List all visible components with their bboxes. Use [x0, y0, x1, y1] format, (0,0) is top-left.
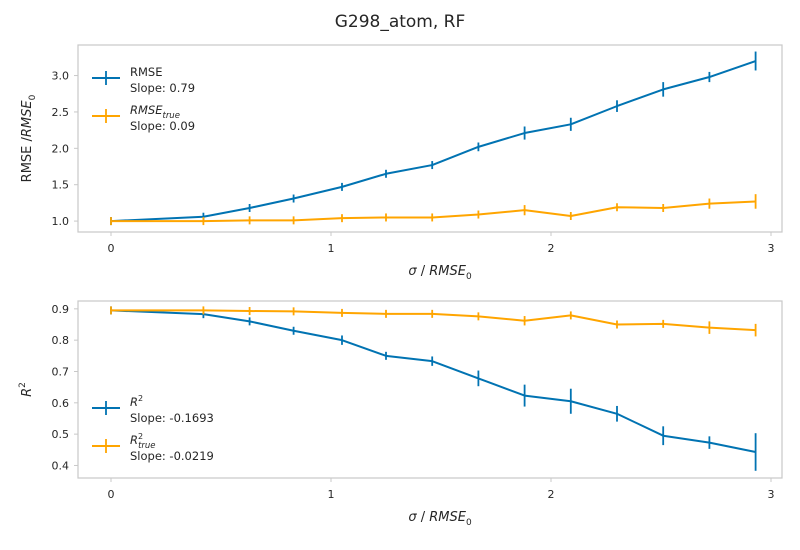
y-tick-label: 1.0: [52, 215, 70, 228]
series-line: [111, 309, 756, 332]
legend-slope-label: Slope: -0.0219: [130, 449, 214, 463]
x-tick-label: 1: [328, 242, 335, 255]
r2-panel: 0 1 2 3 0.4 0.5 0.6 0.7 0.8 0.9 σ / RMSE0 R2 R2 Slope…: [18, 300, 783, 528]
legend-series-name: R2 true: [130, 432, 156, 451]
legend-slope-label: Slope: -0.1693: [130, 411, 214, 425]
y-tick-label: 0.7: [52, 365, 70, 378]
plot-frame: [77, 300, 783, 479]
x-tick-label: 0: [108, 242, 115, 255]
y-tick-label: 0.5: [52, 428, 70, 441]
x-axis-label: σ / RMSE0: [408, 264, 472, 282]
legend-slope-label: Slope: 0.79: [130, 81, 195, 95]
rmse-panel: 0 1 2 3 1.0 1.5 2.0 2.5 3.0 σ / RMSE0 RMSE /RMSE0 R…: [20, 44, 783, 282]
y-axis-label: R2: [18, 382, 35, 397]
legend-series-name: RMSE: [130, 65, 162, 79]
x-axis-label: σ / RMSE0: [408, 510, 472, 528]
series-line: [110, 309, 756, 453]
y-axis-label: RMSE /RMSE0: [20, 94, 38, 182]
x-tick-label: 2: [548, 242, 555, 255]
y-tick-label: 0.6: [52, 397, 70, 410]
x-tick-label: 1: [328, 488, 335, 501]
y-tick-label: 0.4: [52, 459, 70, 472]
legend-series-name: RMSEtrue: [130, 103, 180, 121]
series-line: [111, 200, 756, 223]
figure-title: G298_atom, RF: [335, 12, 466, 32]
y-tick-label: 0.8: [52, 334, 70, 347]
y-tick-label: 0.9: [52, 303, 70, 316]
series-rmse-true: [110, 194, 757, 226]
y-tick-label: 2.0: [52, 142, 70, 155]
series-r-2: [110, 306, 757, 471]
series-rmse: [110, 51, 757, 226]
x-tick-label: 2: [548, 488, 555, 501]
y-tick-label: 1.5: [52, 179, 70, 192]
legend-entry: RMSE Slope: 0.79: [92, 65, 195, 95]
x-tick-label: 3: [768, 242, 775, 255]
legend-slope-label: Slope: 0.09: [130, 119, 195, 133]
y-tick-label: 3.0: [52, 70, 70, 83]
series-r-2-true: [110, 306, 757, 337]
x-tick-label: 0: [108, 488, 115, 501]
x-tick-label: 3: [768, 488, 775, 501]
plot-frame: [77, 44, 783, 233]
legend-entry: R2 Slope: -0.1693: [92, 394, 214, 425]
series-line: [110, 60, 756, 223]
legend-series-name: R2: [130, 394, 143, 409]
y-tick-label: 2.5: [52, 106, 70, 119]
